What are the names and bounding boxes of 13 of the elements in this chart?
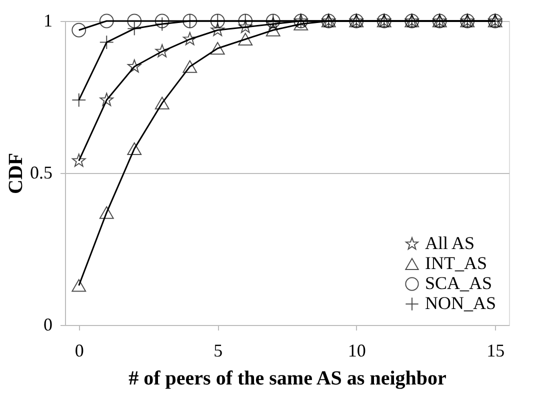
y-tick-label: 1 [44,10,52,30]
x-tick-label: 5 [214,340,223,360]
legend-label: INT_AS [425,253,487,273]
x-tick-label: 0 [74,340,84,360]
legend-label: All AS [425,233,475,253]
y-tick-label: 0 [44,314,52,334]
legend-label: NON_AS [425,293,496,313]
legend-label: SCA_AS [425,273,492,293]
x-tick-label: 10 [348,340,366,360]
y-tick-label: 0.5 [30,162,52,182]
x-axis-title: # of peers of the same AS as neighbor [128,368,447,390]
x-tick-label: 15 [486,340,505,360]
y-axis-title: CDF [5,152,27,194]
